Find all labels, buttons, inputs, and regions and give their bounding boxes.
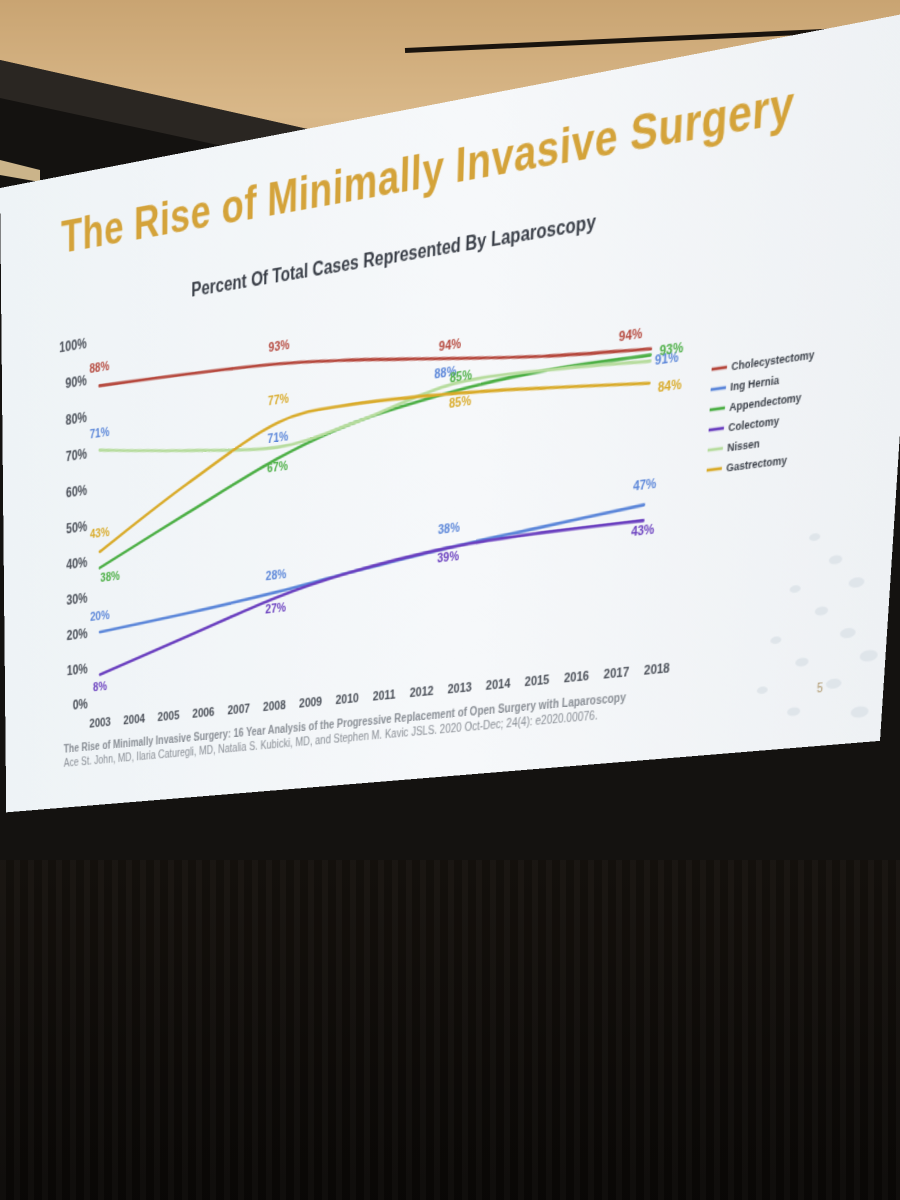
- legend-swatch-nissen: [708, 448, 723, 450]
- x-axis: 2003 2004 2005 2006 2007 2008 2009 2010 2011 2012…: [89, 661, 670, 731]
- y-tick-label: 20%: [67, 625, 88, 643]
- data-label-colectomy: 39%: [437, 548, 460, 565]
- legend-label-cholecystectomy: Cholecystectomy: [731, 349, 816, 374]
- x-tick-label: 2018: [644, 661, 671, 678]
- y-tick-label: 40%: [66, 554, 87, 572]
- data-label-gastrectomy: 43%: [90, 525, 110, 541]
- data-label-cholecystectomy: 94%: [619, 326, 644, 345]
- data-label-ing-hernia: 71%: [267, 429, 289, 446]
- x-tick-label: 2012: [410, 684, 435, 701]
- series-line-colectomy: [100, 520, 643, 674]
- y-tick-label: 100%: [59, 335, 87, 356]
- legend-swatch-ing-hernia: [711, 388, 726, 390]
- data-label-appendectomy: 85%: [449, 367, 472, 385]
- legend-label-nissen: Nissen: [727, 438, 760, 455]
- x-tick-label: 2003: [89, 715, 111, 730]
- slide-number: 5: [816, 682, 824, 697]
- x-tick-label: 2014: [486, 676, 511, 693]
- data-label-ing-hernia: 28%: [266, 567, 287, 584]
- data-label-cholecystectomy: 93%: [268, 337, 290, 355]
- data-label-gastrectomy: 85%: [449, 393, 472, 411]
- legend-label-colectomy: Colectomy: [728, 415, 780, 435]
- data-label-ing-hernia: 91%: [655, 349, 680, 368]
- legend-swatch-cholecystectomy: [712, 367, 727, 369]
- x-tick-label: 2006: [192, 705, 215, 721]
- x-tick-label: 2010: [335, 691, 359, 707]
- data-label-ing-hernia: 38%: [438, 520, 461, 537]
- x-tick-label: 2016: [564, 669, 590, 686]
- y-tick-label: 70%: [66, 445, 87, 464]
- data-label-appendectomy: 38%: [100, 569, 120, 585]
- y-tick-label: 0%: [73, 696, 88, 713]
- data-label-colectomy: 8%: [93, 679, 107, 694]
- y-tick-label: 10%: [67, 661, 88, 679]
- data-label-colectomy: 27%: [265, 600, 286, 616]
- y-tick-label: 90%: [65, 372, 87, 392]
- data-labels: 88% 93% 94% 94% 20% 28% 38% 47% 88% 71% 71% 91% 38% 6…: [90, 326, 685, 694]
- projected-slide: The Rise of Minimally Invasive Surgery P…: [0, 9, 900, 813]
- legend-swatch-colectomy: [709, 428, 724, 430]
- data-label-gastrectomy: 84%: [658, 377, 683, 396]
- y-tick-label: 60%: [66, 482, 87, 501]
- x-tick-label: 2011: [373, 688, 397, 704]
- x-tick-label: 2008: [263, 698, 286, 714]
- data-label-ing-hernia: 71%: [90, 425, 110, 442]
- data-label-colectomy: 43%: [631, 521, 656, 539]
- series-lines: [99, 300, 652, 674]
- x-tick-label: 2009: [299, 695, 323, 711]
- legend-swatch-gastrectomy: [707, 468, 722, 470]
- data-label-appendectomy: 67%: [267, 459, 289, 476]
- data-label-gastrectomy: 77%: [268, 391, 290, 409]
- data-label-cholecystectomy: 94%: [439, 336, 462, 355]
- x-tick-label: 2013: [447, 680, 472, 697]
- data-label-ing-hernia: 20%: [90, 608, 110, 624]
- series-line-gastrectomy: [100, 361, 651, 552]
- y-tick-label: 80%: [66, 409, 87, 428]
- data-label-appendectomy: 93%: [659, 340, 684, 359]
- x-tick-label: 2017: [603, 665, 629, 682]
- truss-light-gap: [0, 160, 40, 182]
- y-tick-label: 50%: [66, 518, 87, 537]
- legend-label-appendectomy: Appendectomy: [729, 391, 803, 414]
- data-label-ing-hernia: 47%: [633, 476, 658, 494]
- line-chart: 0%10%20%30%40%50%60%70%80%90%100% 2003 20…: [59, 9, 816, 731]
- x-tick-label: 2007: [227, 702, 250, 718]
- stage-curtain: [0, 860, 900, 1200]
- series-line-ing-hernia: [100, 505, 644, 632]
- legend-label-gastrectomy: Gastrectomy: [726, 454, 788, 475]
- x-tick-label: 2015: [524, 673, 550, 690]
- legend-label-ing-hernia: Ing Hernia: [730, 374, 780, 394]
- y-tick-label: 30%: [66, 590, 87, 608]
- x-tick-label: 2005: [158, 709, 180, 725]
- x-tick-label: 2004: [123, 712, 145, 728]
- series-line-nissen: [100, 353, 651, 472]
- legend-swatch-appendectomy: [710, 408, 725, 410]
- y-axis: 0% 10% 20% 30% 40% 50% 60% 70% 80% 90% 100%: [59, 335, 88, 713]
- data-label-cholecystectomy: 88%: [90, 358, 110, 375]
- data-label-ing-hernia: 88%: [434, 364, 457, 382]
